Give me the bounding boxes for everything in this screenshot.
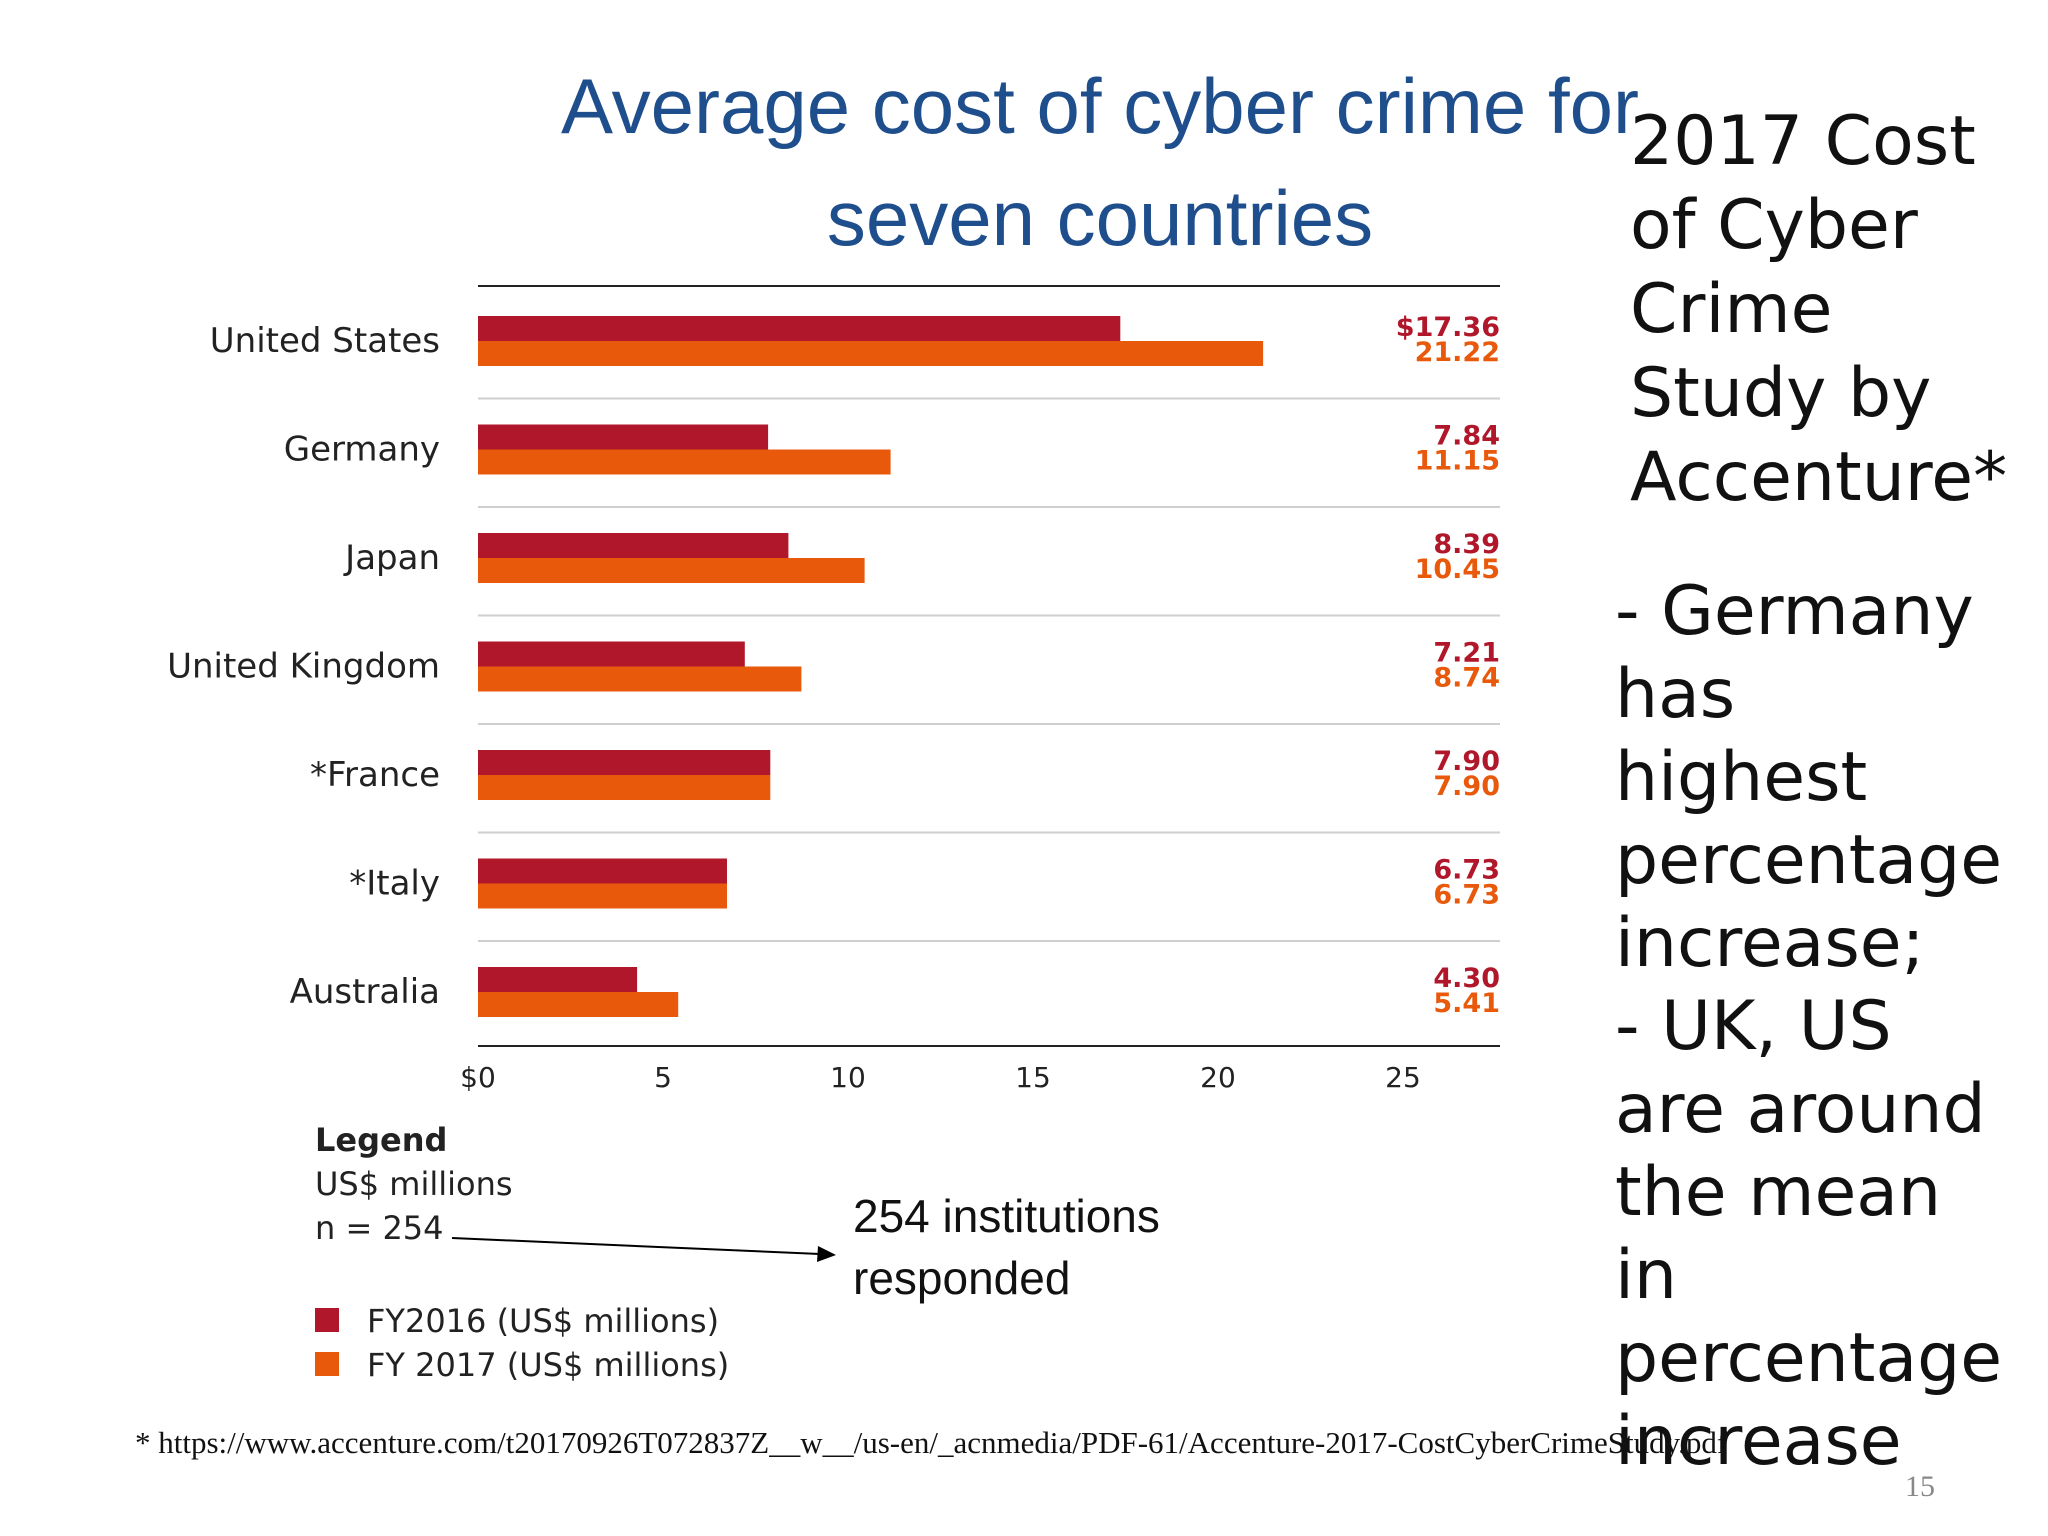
side-notes: - Germany has highest percentage increas… bbox=[1615, 570, 2002, 1483]
side-note-line: the mean bbox=[1615, 1153, 1942, 1232]
legend-n: n = 254 bbox=[315, 1209, 444, 1247]
bar bbox=[478, 449, 891, 475]
x-tick-label: 10 bbox=[830, 1061, 866, 1094]
data-label: 4.30 bbox=[1433, 963, 1500, 994]
x-tick-label: 15 bbox=[1015, 1061, 1051, 1094]
bar bbox=[478, 316, 1121, 341]
category-label: *France bbox=[310, 755, 440, 795]
annotation-line-1: 254 institutions bbox=[853, 1190, 1160, 1242]
legend-title: Legend bbox=[315, 1121, 448, 1159]
side-note-line: are around bbox=[1615, 1070, 1986, 1149]
data-label: 10.45 bbox=[1415, 554, 1500, 585]
category-label: Germany bbox=[284, 430, 440, 470]
legend-item-fy2017: FY 2017 (US$ millions) bbox=[315, 1346, 729, 1384]
bar bbox=[478, 424, 769, 450]
x-tick-label: 20 bbox=[1200, 1061, 1236, 1094]
side-title: 2017 Cost of Cyber Crime Study by Accent… bbox=[1630, 102, 2008, 517]
category-label: Australia bbox=[290, 972, 440, 1012]
slide-title: Average cost of cyber crime for seven co… bbox=[420, 50, 1780, 274]
bar bbox=[478, 641, 745, 667]
bar bbox=[478, 992, 679, 1017]
data-label: $17.36 bbox=[1396, 312, 1500, 343]
footnote: * https://www.accenture.com/t20170926T07… bbox=[135, 1425, 1728, 1460]
annotation-arrow-line bbox=[451, 1237, 821, 1255]
annotation-text: 254 institutions responded bbox=[853, 1185, 1160, 1309]
data-label: 21.22 bbox=[1415, 337, 1500, 368]
side-note-line: in bbox=[1615, 1236, 1677, 1315]
category-label: United States bbox=[210, 321, 440, 361]
data-label: 5.41 bbox=[1433, 988, 1500, 1019]
legend-unit: US$ millions bbox=[315, 1165, 513, 1203]
bar bbox=[478, 750, 771, 775]
legend-swatch-fy2016 bbox=[315, 1308, 339, 1332]
annotation-line-2: responded bbox=[853, 1252, 1071, 1304]
data-label: 7.21 bbox=[1433, 638, 1500, 669]
side-note-line: increase bbox=[1615, 1402, 1902, 1481]
side-note-line: percentage bbox=[1615, 1319, 2003, 1398]
side-note-line: increase; bbox=[1615, 904, 1925, 983]
side-note-line: percentage bbox=[1615, 821, 2003, 900]
side-note-line: - UK, US bbox=[1615, 987, 1892, 1066]
data-label: 8.74 bbox=[1433, 663, 1500, 694]
bar bbox=[478, 775, 771, 800]
data-label: 7.90 bbox=[1433, 771, 1500, 802]
bar bbox=[478, 858, 727, 884]
legend-item-fy2016: FY2016 (US$ millions) bbox=[315, 1302, 719, 1340]
bar bbox=[478, 666, 802, 692]
data-label: 6.73 bbox=[1433, 855, 1500, 886]
legend-swatch-fy2017 bbox=[315, 1352, 339, 1376]
bar bbox=[478, 558, 865, 583]
x-tick-label: 25 bbox=[1385, 1061, 1421, 1094]
bar bbox=[478, 883, 727, 909]
data-label: 11.15 bbox=[1415, 446, 1500, 477]
bar bbox=[478, 341, 1264, 366]
x-tick-label: 5 bbox=[654, 1061, 672, 1094]
legend-label-fy2016: FY2016 (US$ millions) bbox=[367, 1302, 720, 1340]
data-label: 6.73 bbox=[1433, 880, 1500, 911]
category-label: United Kingdom bbox=[167, 647, 440, 687]
data-label: 8.39 bbox=[1433, 529, 1500, 560]
x-tick-label: $0 bbox=[460, 1061, 496, 1094]
legend: Legend US$ millions n = 254 bbox=[315, 1118, 513, 1250]
side-note-line: has bbox=[1615, 655, 1736, 734]
legend-label-fy2017: FY 2017 (US$ millions) bbox=[367, 1346, 730, 1384]
slide-title-line-2: seven countries bbox=[826, 174, 1374, 262]
page-number: 15 bbox=[1905, 1470, 1935, 1503]
category-label: Japan bbox=[343, 538, 440, 578]
data-label: 7.84 bbox=[1433, 421, 1500, 452]
side-note-line: highest bbox=[1615, 738, 1868, 817]
data-label: 7.90 bbox=[1433, 746, 1500, 777]
bar bbox=[478, 967, 638, 992]
bar bbox=[478, 533, 789, 558]
annotation-arrow-head bbox=[817, 1246, 836, 1262]
category-label: *Italy bbox=[349, 864, 440, 904]
slide-title-line-1: Average cost of cyber crime for bbox=[561, 62, 1639, 150]
side-note-line: - Germany bbox=[1615, 572, 1974, 651]
